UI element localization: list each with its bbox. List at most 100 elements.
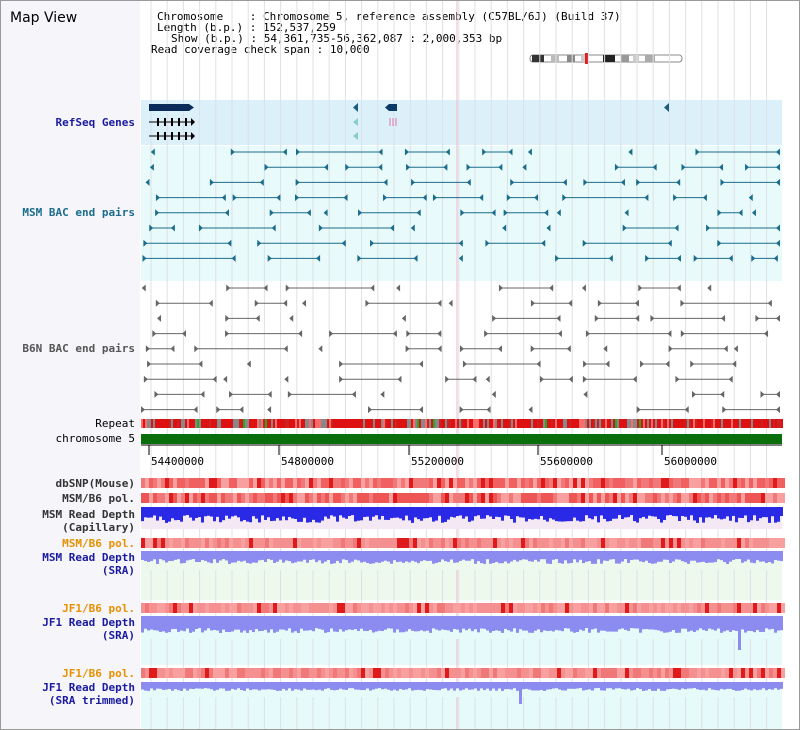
jf1-b6-pol-heat [161,603,165,613]
jf1-sra-depth [180,616,183,631]
msm-cap-depth [312,507,315,520]
dbsnp-heat [141,478,145,488]
track-label-msm-read-depth-capillary[interactable]: MSM Read Depth (Capillary) [1,508,135,534]
track-label-refseq-genes[interactable]: RefSeq Genes [55,116,135,129]
b6n-bac-end [267,390,272,398]
msm-sra-depth [255,551,258,563]
jf1-sra-depth [273,616,276,633]
jf1-sra-depth [357,616,360,631]
jf1-b6-pol-heat [549,603,553,613]
dbsnp-heat [257,478,261,488]
jf1-trim-depth [537,682,540,691]
msm-sra-depth [660,551,663,562]
jf1-trim-depth [339,682,342,689]
msm-sra-depth [738,551,741,560]
msm-bac-end [622,224,627,232]
msm-sra-depth [318,551,321,561]
track-label-repeat[interactable]: Repeat [95,417,135,430]
msm-sra-depth [780,551,783,562]
b6n-bac-end [287,390,292,398]
repeat-segment [261,419,263,428]
msm-sra-depth [321,551,324,564]
track-label-dbsnp[interactable]: dbSNP(Mouse) [55,477,135,490]
repeat-segment [351,419,353,428]
msm-cap-depth [657,507,660,520]
msm-b6-pol2-heat [221,538,225,548]
msm-sra-depth [672,551,675,562]
repeat-segment [339,419,341,428]
track-label-jf1-b6-pol[interactable]: JF1/B6 pol. [62,602,135,615]
jf1-sra-depth [282,616,285,630]
jf1-b6-pol2-heat [701,668,705,678]
msm-cap-depth [456,507,459,517]
jf1-trim-depth [675,682,678,690]
msm-b6-pol2-heat [389,538,393,548]
track-label-jf1-read-depth-sra[interactable]: JF1 Read Depth (SRA) [1,616,135,642]
track-label-jf1-b6-pol-2[interactable]: JF1/B6 pol. [62,667,135,680]
msm-b6-pol-heat [221,493,225,503]
jf1-b6-pol-heat [685,603,689,613]
b6n-bac-end [684,406,689,414]
jf1-b6-pol-heat [441,603,445,613]
jf1-sra-depth [177,616,180,632]
track-label-msm-b6-pol[interactable]: MSM/B6 pol. [62,492,135,505]
track-label-jf1-read-depth-trimmed[interactable]: JF1 Read Depth (SRA trimmed) [1,681,135,707]
msm-sra-depth [213,551,216,560]
jf1-trim-depth [744,682,747,689]
msm-b6-pol-heat [437,493,441,503]
dbsnp-heat [201,478,205,488]
msm-b6-pol-heat [729,493,733,503]
repeat-segment [537,419,539,428]
repeat-segment [585,419,587,428]
jf1-sra-depth [363,616,366,631]
msm-cap-depth [777,507,780,522]
jf1-trim-depth [258,682,261,691]
jf1-trim-depth [237,682,240,689]
track-label-b6n-bac-end-pairs[interactable]: B6N BAC end pairs [22,342,135,355]
jf1-sra-depth [387,616,390,629]
repeat-segment [235,419,237,428]
msm-sra-depth [504,551,507,562]
jf1-b6-pol-heat [393,603,397,613]
length-value: 152,537,259 [262,21,336,34]
msm-bac-end [748,194,753,202]
msm-sra-depth [489,551,492,564]
chromosome-ideogram[interactable] [529,53,685,65]
repeat-segment [543,419,545,428]
msm-b6-pol-heat [497,493,501,503]
msm-b6-pol-heat [553,493,557,503]
msm-cap-depth [735,507,738,523]
repeat-segment [563,419,565,428]
track-label-chromosome[interactable]: chromosome 5 [55,432,135,445]
b6n-bac-end [397,375,402,383]
msm-b6-pol2-heat [645,538,649,548]
jf1-sra-depth [648,616,651,630]
msm-b6-pol-heat [517,493,521,503]
msm-cap-depth [150,507,153,518]
repeat-segment [637,419,639,428]
jf1-b6-pol-heat [701,603,705,613]
msm-cap-depth [750,507,753,521]
repeat-segment [509,419,511,428]
jf1-sra-depth [339,616,342,630]
msm-b6-pol2-heat [313,538,317,548]
msm-cap-depth [618,507,621,516]
track-label-msm-bac-end-pairs[interactable]: MSM BAC end pairs [22,206,135,219]
repeat-segment [765,419,767,428]
jf1-trim-depth [741,682,744,690]
jf1-trim-depth [453,682,456,691]
msm-sra-depth [573,551,576,560]
jf1-b6-pol2-heat [545,668,549,678]
track-label-msm-b6-pol-2[interactable]: MSM/B6 pol. [62,537,135,550]
repeat-segment [299,419,301,428]
dbsnp-heat [393,478,397,488]
msm-b6-pol-heat [349,493,353,503]
jf1-trim-depth [594,682,597,689]
track-label-msm-read-depth-sra[interactable]: MSM Read Depth (SRA) [1,551,135,577]
msm-b6-pol-heat [345,493,349,503]
msm-b6-pol-heat [605,493,609,503]
msm-bac-end [776,224,780,232]
jf1-sra-depth [675,616,678,633]
msm-b6-pol-heat [757,493,761,503]
